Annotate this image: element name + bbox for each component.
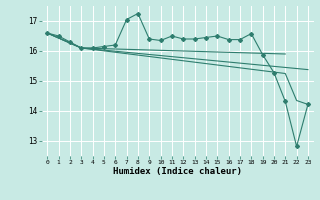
X-axis label: Humidex (Indice chaleur): Humidex (Indice chaleur) [113,167,242,176]
